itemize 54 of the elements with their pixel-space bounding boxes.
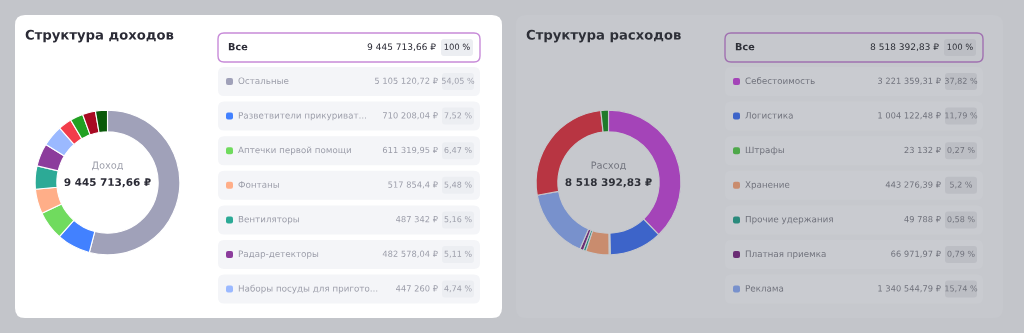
text: 443 276,39 ₽ [885,181,941,189]
text: Все [735,43,755,51]
data-label: 6,47 % [444,146,472,154]
chart-title: Структура расходов [526,29,681,43]
legend-label: Вентиляторы [238,215,299,225]
text: 487 342 ₽ [396,216,438,223]
text: 710 208,04 ₽ [383,112,438,120]
legend-label: Логистика [745,112,793,119]
data-label: 37,82 % [944,77,978,85]
text: Расход [591,161,626,171]
legend-label: Себестоимость [745,77,815,85]
data-label: 5,48 % [444,181,472,189]
text: 9 445 713,66 ₽ [64,178,151,188]
text: 8 518 392,83 ₽ [870,43,939,52]
legend-label: Аптечки первой помощи [238,146,351,155]
text: 447 260 ₽ [396,285,438,292]
text: 482 578,04 ₽ [382,250,438,258]
data-label: 4,74 % [444,285,472,293]
legend-label: Прочие удержания [745,215,833,225]
text: 517 854,4 ₽ [388,181,438,189]
legend-label: Реклама [745,285,784,292]
text: 49 788 ₽ [904,216,941,223]
data-label: 0,79 % [947,250,975,258]
text: 5 105 120,72 ₽ [375,77,438,85]
text: Все [228,43,248,51]
data-label: 15,74 % [945,285,978,293]
text: 9 445 713,66 ₽ [367,43,436,52]
legend-label: Хранение [745,181,790,190]
data-label: 7,52 % [444,112,472,120]
text: 100 % [444,43,470,50]
data-label: 5,11 % [444,250,472,258]
legend-label: Разветвители прикуриват... [238,112,366,121]
legend-label: Остальные [238,77,289,85]
data-label: 5,2 % [950,181,973,189]
text: Доход [92,161,123,171]
text: 8 518 392,83 ₽ [565,178,652,188]
text: 23 132 ₽ [904,146,941,154]
text: 611 319,95 ₽ [382,146,438,154]
legend-label: Платная приемка [745,250,826,259]
text: 100 % [947,43,973,50]
data-label: 0,27 % [947,146,975,154]
legend-label: Наборы посуды для пригото... [238,284,378,294]
legend-label: Фонтаны [238,181,279,188]
text: 1 340 544,79 ₽ [878,285,941,293]
chart-title: Структура доходов [25,29,174,43]
data-label: 11,79 % [945,112,978,120]
legend-label: Штрафы [745,146,784,155]
text: 66 971,97 ₽ [891,250,941,258]
text: 1 004 122,48 ₽ [878,112,941,120]
data-label: 0,58 % [947,216,975,224]
text: 3 221 359,31 ₽ [878,77,941,85]
data-label: 5,16 % [444,216,472,224]
legend-label: Радар-детекторы [238,250,319,259]
data-label: 54,05 % [441,77,475,85]
